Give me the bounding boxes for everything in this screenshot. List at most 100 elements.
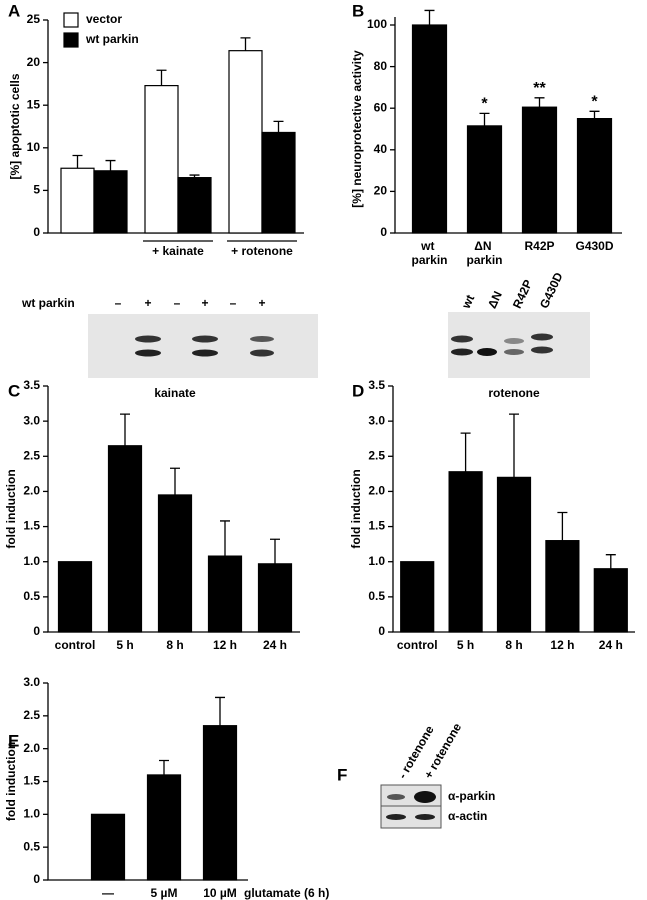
y-tick-label: 3.0 [23, 675, 40, 689]
bar [411, 24, 448, 234]
blot-row-label: α-parkin [448, 789, 495, 803]
x-tick-label: R42P [524, 239, 554, 253]
x-tick-label: 8 h [505, 638, 522, 652]
legend-swatch [63, 12, 79, 28]
y-tick-label: 0.5 [368, 589, 385, 603]
bar [545, 540, 580, 633]
blot-row-label: α-actin [448, 809, 487, 823]
lane-label: ΔN [485, 289, 505, 311]
y-tick-label: 2.5 [23, 448, 40, 462]
bar [144, 85, 179, 234]
y-tick-label: 0.5 [23, 839, 40, 853]
y-axis-label: [%] neuroprotective activity [350, 50, 364, 208]
bar [261, 131, 296, 234]
bar [202, 725, 238, 881]
x-tick-label: 24 h [263, 638, 287, 652]
blot-image [88, 314, 318, 378]
x-tick-label: + kainate [152, 244, 204, 258]
bar [177, 177, 212, 234]
lane-label: – [230, 296, 237, 310]
x-tick-label: + rotenone [231, 244, 293, 258]
error-bar [240, 37, 251, 51]
x-tick-label: 5 µM [151, 886, 178, 900]
lane-label: wt [458, 293, 477, 312]
blot-image [448, 312, 590, 378]
y-tick-label: 2.0 [368, 484, 385, 498]
error-bar [557, 511, 568, 541]
bar [60, 167, 95, 234]
y-tick-label: 1.0 [23, 554, 40, 568]
y-axis-label: fold induction [4, 742, 18, 821]
x-tick-label: 24 h [599, 638, 623, 652]
bar [400, 561, 435, 633]
panel-letter: E [8, 731, 19, 750]
x-tick-label: control [397, 638, 438, 652]
y-tick-label: 0 [33, 225, 40, 239]
lane-label: R42P [510, 277, 535, 310]
lane-label: + [201, 296, 208, 310]
x-tick-label: control [55, 638, 96, 652]
error-bar [105, 159, 116, 171]
panel-letter: F [337, 765, 347, 784]
y-tick-label: 25 [27, 12, 41, 26]
y-tick-label: 1.0 [23, 807, 40, 821]
x-tick-label: 10 µM [203, 886, 237, 900]
bar [207, 555, 243, 633]
x-tick-label: wt parkin [411, 239, 447, 267]
y-tick-label: 2.5 [23, 708, 40, 722]
panel-letter: C [8, 381, 20, 400]
bar [90, 813, 126, 881]
y-tick-label: 1.5 [368, 519, 385, 533]
chart-title: kainate [154, 386, 196, 400]
error-bar [215, 696, 225, 726]
bar [576, 117, 613, 234]
y-tick-label: 2.0 [23, 484, 40, 498]
bar [146, 774, 182, 881]
lane-label: + [258, 296, 265, 310]
x-tick-label: 12 h [550, 638, 574, 652]
bar [448, 471, 483, 633]
error-bar [273, 120, 284, 133]
x-tick-label: G430D [575, 239, 613, 253]
y-tick-label: 0 [33, 872, 40, 886]
y-tick-label: 2.5 [368, 448, 385, 462]
bar [593, 568, 628, 633]
bar [257, 563, 293, 633]
significance: * [481, 96, 488, 113]
bar [466, 125, 503, 234]
y-tick-label: 1.5 [23, 519, 40, 533]
y-tick-label: 100 [367, 17, 387, 31]
x-tick-label: 5 h [116, 638, 133, 652]
panel-letter: A [8, 1, 20, 20]
y-tick-label: 20 [374, 184, 388, 198]
x-tick-label: ΔN parkin [466, 239, 502, 267]
y-axis-label: [%] apoptotic cells [8, 73, 22, 179]
bar [57, 561, 93, 633]
error-bar [479, 112, 490, 126]
error-bar [220, 520, 230, 557]
y-tick-label: 0 [380, 225, 387, 239]
y-tick-label: 1.0 [368, 554, 385, 568]
x-tick-label: 8 h [166, 638, 183, 652]
y-tick-label: 3.0 [368, 413, 385, 427]
y-tick-label: 3.5 [368, 378, 385, 392]
panel-letter: D [352, 381, 364, 400]
y-tick-label: 10 [27, 140, 41, 154]
error-bar [72, 154, 83, 169]
y-tick-label: 3.5 [23, 378, 40, 392]
significance: ** [533, 80, 546, 97]
y-tick-label: 2.0 [23, 741, 40, 755]
bar [107, 445, 143, 633]
blot-row-label: wt parkin [21, 296, 75, 310]
legend-swatch [63, 32, 79, 48]
error-bar [509, 413, 519, 478]
y-axis-label: fold induction [4, 469, 18, 548]
error-bar [270, 538, 280, 564]
bar [157, 494, 193, 633]
y-tick-label: 0.5 [23, 589, 40, 603]
lane-label: G430D [537, 270, 566, 311]
x-tick-label: — [102, 886, 114, 900]
y-tick-label: 1.5 [23, 774, 40, 788]
y-axis-label: fold induction [349, 469, 363, 548]
